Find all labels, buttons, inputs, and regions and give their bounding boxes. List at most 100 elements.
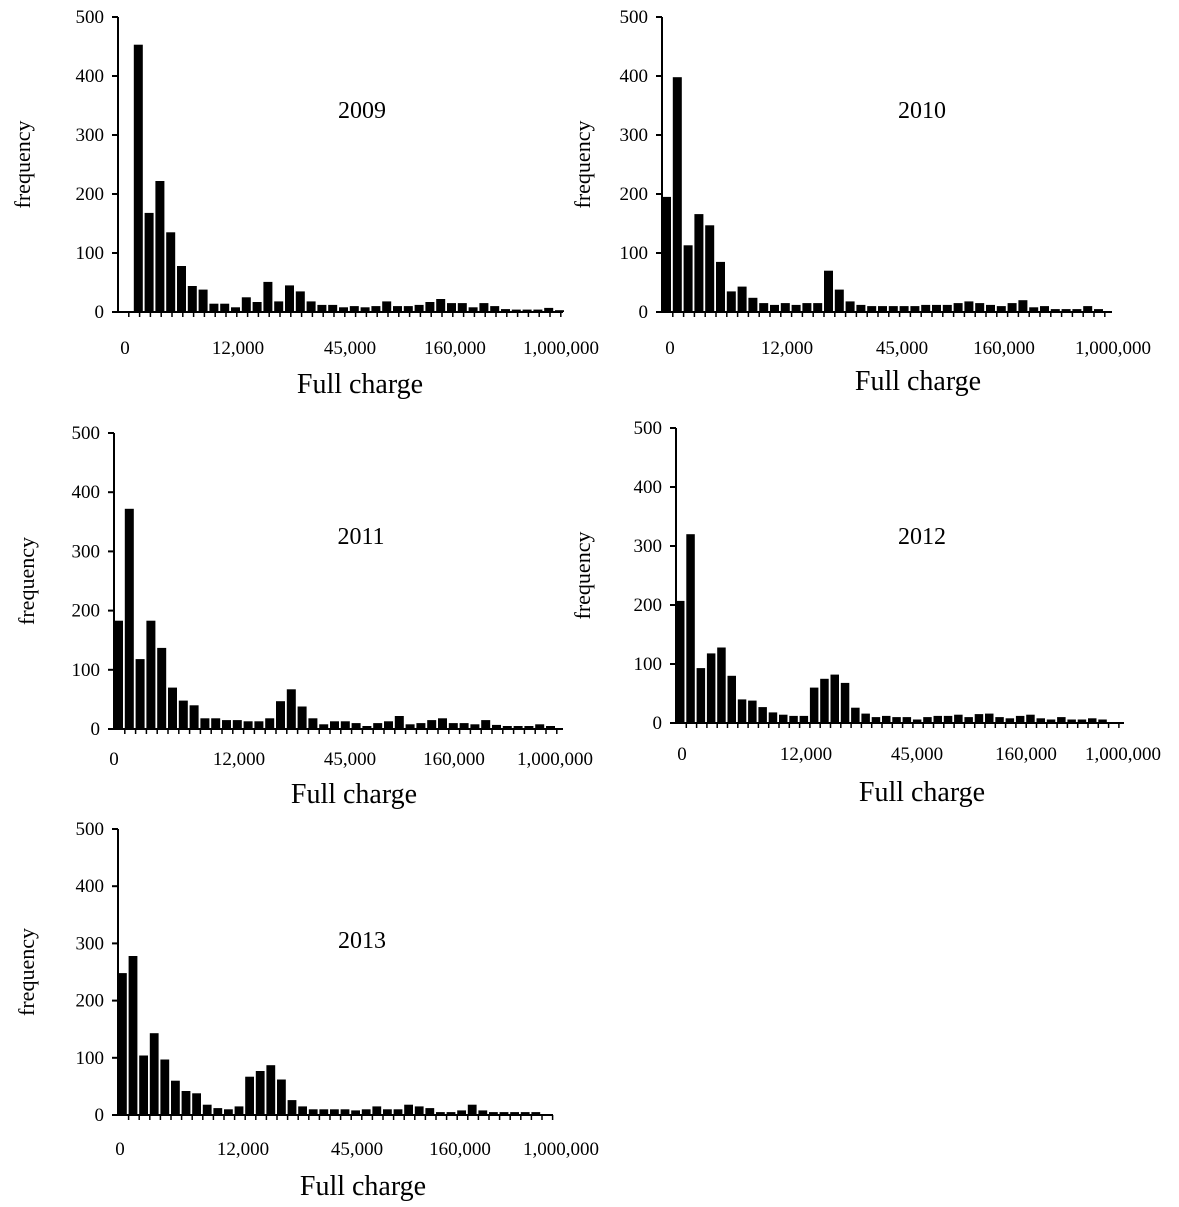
bar <box>232 720 242 729</box>
bar <box>479 303 489 312</box>
bar <box>330 1109 339 1115</box>
bar <box>1029 307 1039 312</box>
bar <box>285 285 294 312</box>
bar <box>394 716 404 729</box>
bar <box>882 715 891 723</box>
bar <box>921 304 931 312</box>
bar <box>448 723 458 729</box>
bar <box>478 1110 488 1115</box>
bar <box>834 289 844 312</box>
bar <box>932 304 941 312</box>
bar <box>468 307 478 312</box>
bar <box>306 301 316 312</box>
bar <box>295 291 305 312</box>
bar <box>467 1104 477 1115</box>
bar <box>759 303 769 312</box>
bar <box>820 678 829 724</box>
bar <box>393 1109 403 1115</box>
bar <box>414 304 424 312</box>
bar <box>155 181 165 312</box>
bar <box>954 714 963 723</box>
bar <box>339 307 348 312</box>
bar <box>124 508 134 729</box>
year-label: 2013 <box>338 928 386 954</box>
x-tick-label: 0 <box>109 749 119 770</box>
bar <box>202 1104 212 1115</box>
y-axis-label: frequency <box>570 532 595 620</box>
bar <box>942 304 952 312</box>
y-tick-label: 400 <box>634 477 663 498</box>
bar <box>986 304 995 312</box>
bar <box>533 309 543 312</box>
bar <box>985 713 994 723</box>
bar <box>676 600 685 723</box>
bar <box>824 270 833 312</box>
bar <box>255 1071 265 1115</box>
bar <box>265 718 275 729</box>
y-tick-label: 0 <box>91 719 101 740</box>
x-tick-label: 12,000 <box>780 744 832 765</box>
bar <box>779 714 788 723</box>
x-tick-label: 12,000 <box>761 338 813 359</box>
bar <box>996 306 1006 312</box>
bar <box>748 297 758 312</box>
bar <box>1018 300 1028 312</box>
y-tick-label: 300 <box>76 933 105 954</box>
bar <box>1094 309 1103 312</box>
bar <box>436 1112 445 1115</box>
bar <box>168 687 177 729</box>
bar <box>520 1112 530 1115</box>
bar <box>160 1059 170 1115</box>
bar <box>726 291 736 312</box>
bar <box>178 700 188 729</box>
histogram-2009: 0 100 200 300 400 500 0 12,000 45,000 160,000 1,00… <box>10 7 599 400</box>
bar <box>308 1109 318 1115</box>
bar <box>524 726 534 729</box>
bar <box>696 668 706 723</box>
y-tick-label: 400 <box>72 482 101 503</box>
bar <box>899 306 909 312</box>
bar <box>964 301 974 312</box>
x-axis-label: Full charge <box>297 369 423 400</box>
bar <box>888 306 898 312</box>
bar <box>382 301 392 312</box>
y-tick-label: 200 <box>76 991 105 1012</box>
bar <box>340 1109 350 1115</box>
bar <box>878 306 887 312</box>
bar <box>705 225 715 312</box>
y-tick-label: 400 <box>620 66 649 87</box>
bar <box>446 1112 456 1115</box>
year-label: 2010 <box>898 98 946 124</box>
bar <box>892 717 901 723</box>
bar <box>308 718 318 729</box>
bar <box>867 306 877 312</box>
bar <box>177 266 186 312</box>
bar <box>933 715 942 723</box>
bar <box>372 1106 382 1115</box>
bar <box>727 675 736 723</box>
bar <box>770 304 779 312</box>
y-tick-label: 300 <box>72 541 101 562</box>
bar <box>706 653 716 723</box>
bar <box>856 304 866 312</box>
bar <box>912 719 922 723</box>
bar <box>213 1108 223 1115</box>
bar <box>297 706 307 729</box>
bar <box>1061 309 1071 312</box>
x-tick-label: 0 <box>665 338 675 359</box>
bar <box>328 304 338 312</box>
bar <box>317 304 327 312</box>
bar <box>813 303 823 312</box>
bar <box>171 1080 180 1115</box>
bar <box>845 301 855 312</box>
bar <box>492 724 501 729</box>
bar <box>157 647 167 729</box>
x-tick-label: 1,000,000 <box>523 338 599 359</box>
bar <box>802 303 812 312</box>
bar <box>416 723 426 729</box>
bar <box>522 309 532 312</box>
y-tick-label: 300 <box>620 125 649 146</box>
bar <box>351 1110 360 1115</box>
bar <box>489 1112 498 1115</box>
y-tick-label: 0 <box>639 302 649 323</box>
